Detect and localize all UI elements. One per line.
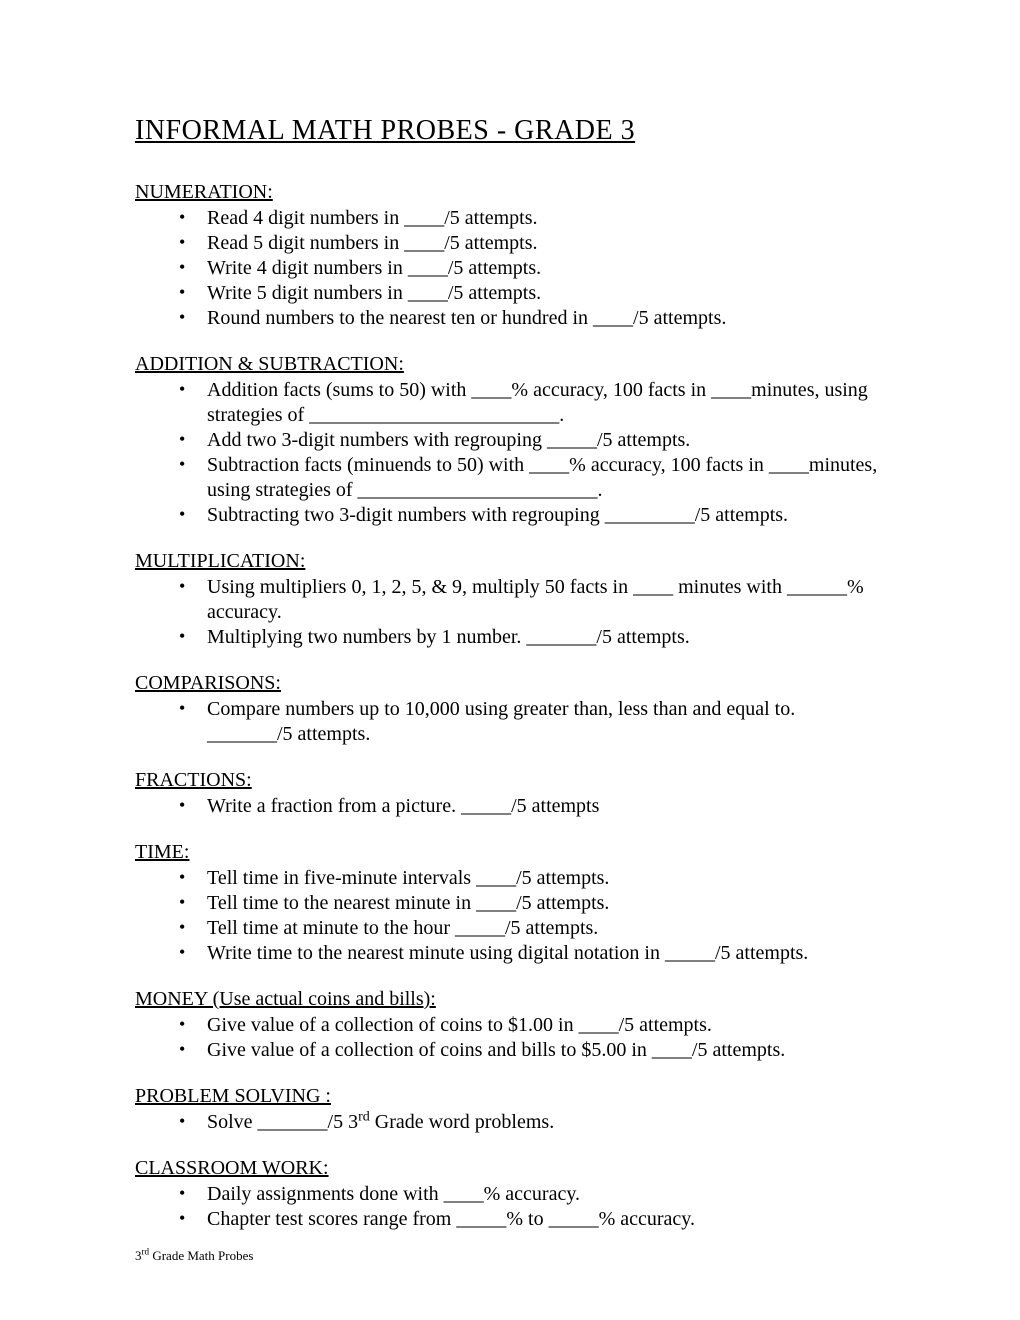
list-item: Daily assignments done with ____% accura…	[207, 1182, 885, 1207]
list-item: Round numbers to the nearest ten or hund…	[207, 306, 885, 331]
section-problem-solving: PROBLEM SOLVING : Solve _______/5 3rd Gr…	[135, 1085, 885, 1135]
list-item: Give value of a collection of coins to $…	[207, 1013, 885, 1038]
page-title: INFORMAL MATH PROBES - GRADE 3	[135, 115, 885, 147]
list-item: Solve _______/5 3rd Grade word problems.	[207, 1110, 885, 1135]
list-item: Multiplying two numbers by 1 number. ___…	[207, 625, 885, 650]
list-item: Addition facts (sums to 50) with ____% a…	[207, 378, 885, 428]
section-list: Addition facts (sums to 50) with ____% a…	[135, 378, 885, 528]
list-item: Subtracting two 3-digit numbers with reg…	[207, 503, 885, 528]
section-heading: MULTIPLICATION:	[135, 550, 885, 573]
section-money: MONEY (Use actual coins and bills): Give…	[135, 988, 885, 1063]
section-heading: COMPARISONS:	[135, 672, 885, 695]
section-list: Write a fraction from a picture. _____/5…	[135, 794, 885, 819]
section-list: Solve _______/5 3rd Grade word problems.	[135, 1110, 885, 1135]
list-item: Add two 3-digit numbers with regrouping …	[207, 428, 885, 453]
section-list: Give value of a collection of coins to $…	[135, 1013, 885, 1063]
section-heading: PROBLEM SOLVING :	[135, 1085, 885, 1108]
list-item: Tell time in five-minute intervals ____/…	[207, 866, 885, 891]
list-item: Write time to the nearest minute using d…	[207, 941, 885, 966]
section-heading: CLASSROOM WORK:	[135, 1157, 885, 1180]
list-item: Chapter test scores range from _____% to…	[207, 1207, 885, 1232]
section-heading: ADDITION & SUBTRACTION:	[135, 353, 885, 376]
list-item: Subtraction facts (minuends to 50) with …	[207, 453, 885, 503]
section-heading: MONEY (Use actual coins and bills):	[135, 988, 885, 1011]
list-item: Using multipliers 0, 1, 2, 5, & 9, multi…	[207, 575, 885, 625]
list-item: Write a fraction from a picture. _____/5…	[207, 794, 885, 819]
section-list: Daily assignments done with ____% accura…	[135, 1182, 885, 1232]
page-footer: 3rd Grade Math Probes	[135, 1248, 253, 1264]
section-heading: NUMERATION:	[135, 181, 885, 204]
section-classroom-work: CLASSROOM WORK: Daily assignments done w…	[135, 1157, 885, 1232]
list-item: Read 4 digit numbers in ____/5 attempts.	[207, 206, 885, 231]
section-list: Compare numbers up to 10,000 using great…	[135, 697, 885, 747]
list-item: Tell time to the nearest minute in ____/…	[207, 891, 885, 916]
section-addition-subtraction: ADDITION & SUBTRACTION: Addition facts (…	[135, 353, 885, 528]
section-list: Using multipliers 0, 1, 2, 5, & 9, multi…	[135, 575, 885, 650]
section-heading: FRACTIONS:	[135, 769, 885, 792]
section-list: Read 4 digit numbers in ____/5 attempts.…	[135, 206, 885, 331]
section-fractions: FRACTIONS: Write a fraction from a pictu…	[135, 769, 885, 819]
page: INFORMAL MATH PROBES - GRADE 3 NUMERATIO…	[0, 0, 1020, 1320]
section-list: Tell time in five-minute intervals ____/…	[135, 866, 885, 966]
list-item: Compare numbers up to 10,000 using great…	[207, 697, 885, 747]
section-comparisons: COMPARISONS: Compare numbers up to 10,00…	[135, 672, 885, 747]
section-multiplication: MULTIPLICATION: Using multipliers 0, 1, …	[135, 550, 885, 650]
section-time: TIME: Tell time in five-minute intervals…	[135, 841, 885, 966]
list-item: Tell time at minute to the hour _____/5 …	[207, 916, 885, 941]
list-item: Give value of a collection of coins and …	[207, 1038, 885, 1063]
section-numeration: NUMERATION: Read 4 digit numbers in ____…	[135, 181, 885, 331]
list-item: Write 4 digit numbers in ____/5 attempts…	[207, 256, 885, 281]
list-item: Read 5 digit numbers in ____/5 attempts.	[207, 231, 885, 256]
list-item: Write 5 digit numbers in ____/5 attempts…	[207, 281, 885, 306]
section-heading: TIME:	[135, 841, 885, 864]
